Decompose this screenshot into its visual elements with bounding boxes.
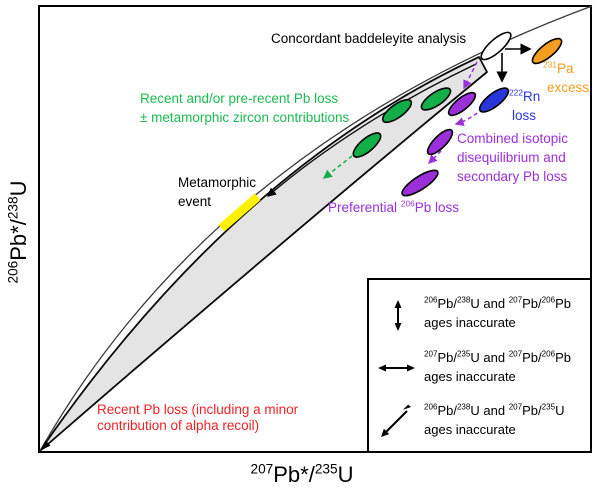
- green-pb-loss-label: Recent and/or pre-recent Pb loss ± metam…: [140, 91, 350, 125]
- dashed-arrow-disequilibrium-1: [463, 61, 478, 90]
- legend-arrow-diagonal: [381, 404, 411, 437]
- legend-row-3: 206Pb/238U and 207Pb/235U ages inaccurat…: [424, 402, 565, 437]
- preferential-pb-loss-label: Preferential 206Pb loss: [328, 198, 460, 215]
- green-ellipse-3: [352, 132, 382, 158]
- legend-row-1: 206Pb/238U and 207Pb/206Pb ages inaccura…: [424, 295, 571, 330]
- x-axis-label: 207Pb*/235U: [250, 461, 354, 487]
- purple-ellipse-3: [401, 169, 439, 197]
- origin-arrowhead: [40, 440, 51, 451]
- purple-ellipse-1: [447, 91, 477, 117]
- metamorphic-event-arrow: [266, 63, 477, 197]
- recent-pb-loss-label: Recent Pb loss (including a minor contri…: [97, 402, 299, 433]
- legend-arrow-horizontal: [378, 364, 415, 372]
- rn-loss-ellipse: [478, 87, 510, 113]
- dashed-arrow-pb-loss: [322, 155, 353, 179]
- discordia-band: [39, 56, 488, 452]
- pa-excess-label: 231Pa excess: [543, 59, 590, 95]
- pa-excess-ellipse: [531, 37, 563, 65]
- green-ellipse-1: [420, 87, 452, 111]
- legend-arrow-vertical: [394, 300, 402, 331]
- green-ellipse-2: [381, 98, 413, 124]
- concordant-ellipse: [480, 31, 512, 61]
- metamorphic-event-bar: [218, 193, 261, 232]
- legend-row-2: 207Pb/235U and 207Pb/206Pb ages inaccura…: [424, 349, 571, 384]
- combined-disequilibrium-label: Combined isotopic disequilibrium and sec…: [457, 131, 569, 184]
- rn-loss-label: 222Rn loss: [509, 87, 541, 123]
- dashed-arrow-disequilibrium-3: [428, 150, 442, 164]
- legend-box: [367, 278, 592, 453]
- purple-ellipse-2: [426, 128, 454, 156]
- y-axis-label: 206Pb*/238U: [5, 180, 31, 284]
- plot-frame: [38, 5, 592, 453]
- metamorphic-event-label: Metamorphic event: [178, 175, 257, 209]
- concordant-analysis-label: Concordant baddeleyite analysis: [271, 31, 467, 46]
